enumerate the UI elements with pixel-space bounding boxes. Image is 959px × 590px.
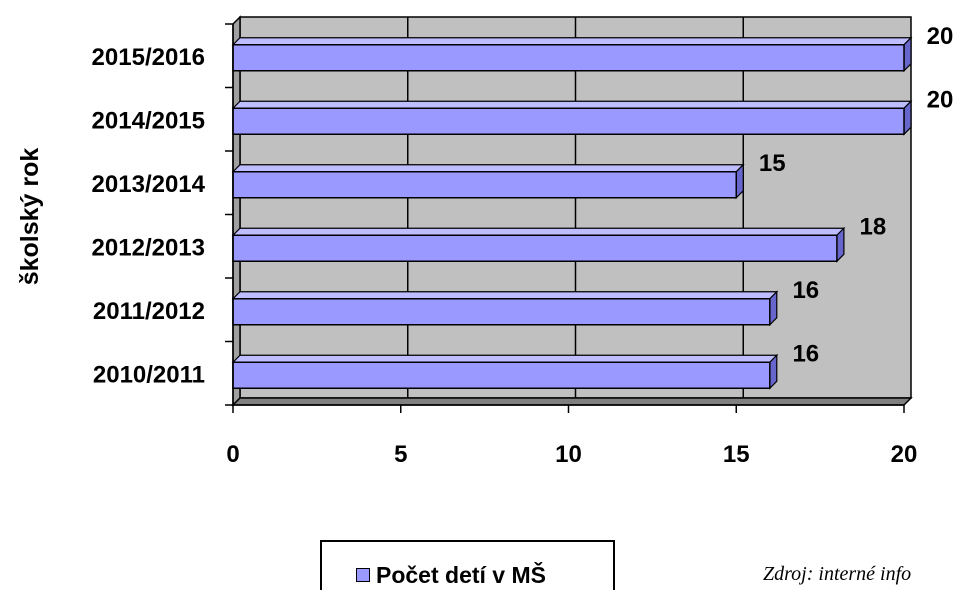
x-tick-label: 5 <box>394 441 407 468</box>
bar <box>232 234 838 262</box>
category-label: 2015/2016 <box>92 44 205 71</box>
y-axis-title: školský rok <box>16 148 44 286</box>
bar <box>232 44 905 72</box>
legend: Počet detí v MŠ <box>320 540 615 590</box>
bar-top-face <box>231 354 779 363</box>
bar <box>232 298 771 326</box>
legend-swatch <box>356 568 370 582</box>
category-label: 2013/2014 <box>92 171 206 198</box>
source-note: Zdroj: interné info <box>763 563 912 585</box>
data-label: 16 <box>792 277 819 304</box>
x-tick-label: 10 <box>555 441 582 468</box>
data-label: 15 <box>759 150 786 177</box>
data-label: 20 <box>927 23 954 50</box>
bar-top-face <box>231 164 745 173</box>
side-wall <box>232 15 241 407</box>
data-label: 16 <box>792 340 819 367</box>
category-label: 2011/2012 <box>93 298 205 325</box>
category-label: 2014/2015 <box>92 107 205 134</box>
bar-top-face <box>231 100 913 109</box>
category-label: 2010/2011 <box>93 361 205 388</box>
floor <box>231 397 913 406</box>
category-label: 2012/2013 <box>92 234 205 261</box>
x-tick-label: 0 <box>226 441 239 468</box>
bar-top-face <box>231 37 913 46</box>
bar <box>232 107 905 135</box>
x-tick-label: 20 <box>891 441 918 468</box>
bar-top-face <box>231 291 779 300</box>
legend-label: Počet detí v MŠ <box>376 562 546 588</box>
x-tick-label: 15 <box>723 441 750 468</box>
bar <box>232 361 771 389</box>
data-label: 20 <box>927 86 954 113</box>
bar-top-face <box>231 227 846 236</box>
bar <box>232 171 737 199</box>
data-label: 18 <box>860 213 887 240</box>
